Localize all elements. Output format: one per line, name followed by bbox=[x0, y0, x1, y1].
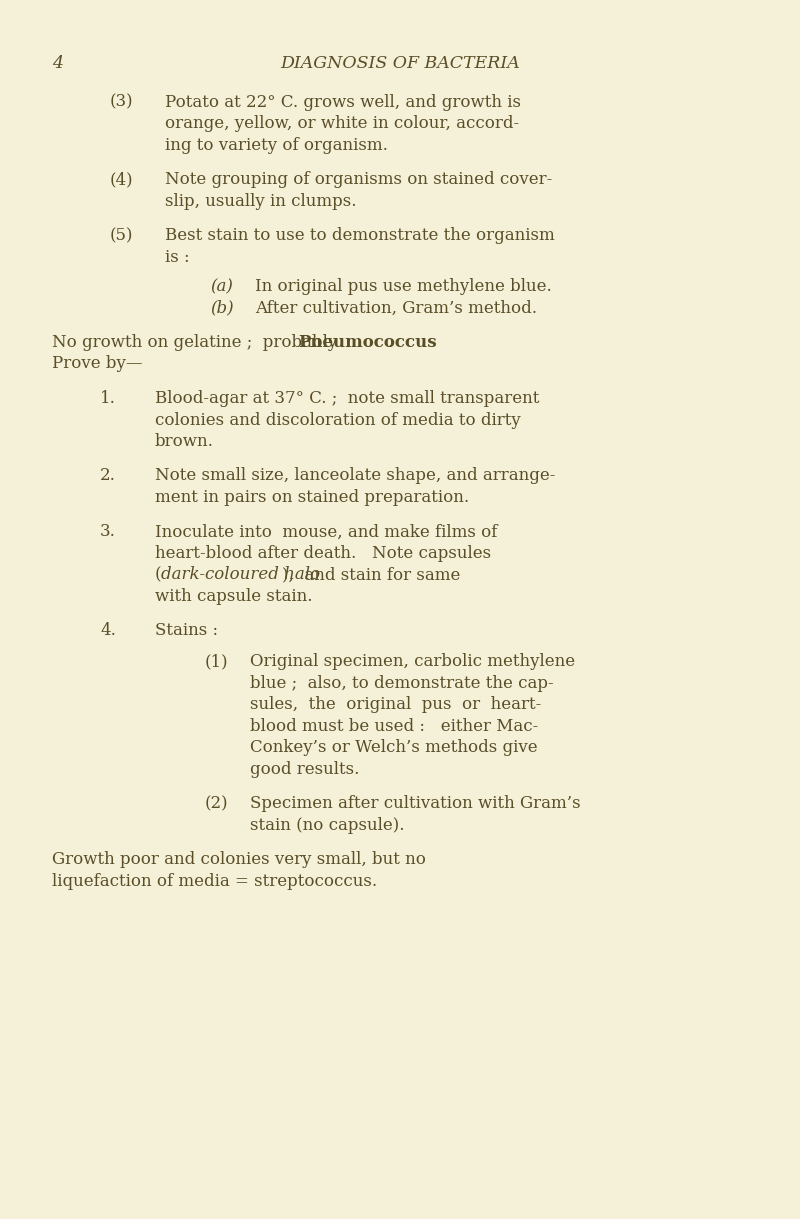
Text: 1.: 1. bbox=[100, 390, 116, 407]
Text: (3): (3) bbox=[110, 94, 134, 111]
Text: Inoculate into  mouse, and make films of: Inoculate into mouse, and make films of bbox=[155, 523, 498, 540]
Text: (2): (2) bbox=[205, 795, 229, 812]
Text: Conkey’s or Welch’s methods give: Conkey’s or Welch’s methods give bbox=[250, 739, 538, 756]
Text: Note grouping of organisms on stained cover-: Note grouping of organisms on stained co… bbox=[165, 171, 552, 188]
Text: stain (no capsule).: stain (no capsule). bbox=[250, 817, 405, 834]
Text: After cultivation, Gram’s method.: After cultivation, Gram’s method. bbox=[255, 300, 537, 317]
Text: 4.: 4. bbox=[100, 623, 116, 640]
Text: sules,  the  original  pus  or  heart-: sules, the original pus or heart- bbox=[250, 696, 542, 713]
Text: (5): (5) bbox=[110, 227, 134, 244]
Text: ),  and stain for same: ), and stain for same bbox=[282, 567, 461, 584]
Text: Blood-agar at 37° C. ;  note small transparent: Blood-agar at 37° C. ; note small transp… bbox=[155, 390, 539, 407]
Text: blue ;  also, to demonstrate the cap-: blue ; also, to demonstrate the cap- bbox=[250, 674, 554, 691]
Text: Stains :: Stains : bbox=[155, 623, 218, 640]
Text: heart-blood after death.   Note capsules: heart-blood after death. Note capsules bbox=[155, 545, 491, 562]
Text: Pneumococcus: Pneumococcus bbox=[298, 334, 437, 351]
Text: liquefaction of media = streptococcus.: liquefaction of media = streptococcus. bbox=[52, 873, 377, 890]
Text: Prove by—: Prove by— bbox=[52, 356, 142, 373]
Text: (1): (1) bbox=[205, 653, 229, 670]
Text: brown.: brown. bbox=[155, 433, 214, 450]
Text: 2.: 2. bbox=[100, 468, 116, 484]
Text: slip, usually in clumps.: slip, usually in clumps. bbox=[165, 193, 357, 210]
Text: In original pus use methylene blue.: In original pus use methylene blue. bbox=[255, 278, 552, 295]
Text: Original specimen, carbolic methylene: Original specimen, carbolic methylene bbox=[250, 653, 575, 670]
Text: good results.: good results. bbox=[250, 761, 359, 778]
Text: 3.: 3. bbox=[100, 523, 116, 540]
Text: is :: is : bbox=[165, 249, 190, 266]
Text: (a): (a) bbox=[210, 278, 233, 295]
Text: Growth poor and colonies very small, but no: Growth poor and colonies very small, but… bbox=[52, 851, 426, 868]
Text: (b): (b) bbox=[210, 300, 234, 317]
Text: .: . bbox=[387, 334, 393, 351]
Text: (: ( bbox=[155, 567, 162, 584]
Text: ment in pairs on stained preparation.: ment in pairs on stained preparation. bbox=[155, 489, 469, 506]
Text: ing to variety of organism.: ing to variety of organism. bbox=[165, 137, 388, 154]
Text: orange, yellow, or white in colour, accord-: orange, yellow, or white in colour, acco… bbox=[165, 116, 519, 132]
Text: 4: 4 bbox=[52, 55, 63, 72]
Text: colonies and discoloration of media to dirty: colonies and discoloration of media to d… bbox=[155, 412, 521, 429]
Text: (4): (4) bbox=[110, 171, 134, 188]
Text: Specimen after cultivation with Gram’s: Specimen after cultivation with Gram’s bbox=[250, 795, 581, 812]
Text: dark-coloured halo: dark-coloured halo bbox=[161, 567, 320, 584]
Text: DIAGNOSIS OF BACTERIA: DIAGNOSIS OF BACTERIA bbox=[280, 55, 520, 72]
Text: No growth on gelatine ;  probably: No growth on gelatine ; probably bbox=[52, 334, 342, 351]
Text: with capsule stain.: with capsule stain. bbox=[155, 588, 313, 605]
Text: Potato at 22° C. grows well, and growth is: Potato at 22° C. grows well, and growth … bbox=[165, 94, 521, 111]
Text: Best stain to use to demonstrate the organism: Best stain to use to demonstrate the org… bbox=[165, 227, 554, 244]
Text: Note small size, lanceolate shape, and arrange-: Note small size, lanceolate shape, and a… bbox=[155, 468, 555, 484]
Text: blood must be used :   either Mac-: blood must be used : either Mac- bbox=[250, 718, 538, 735]
